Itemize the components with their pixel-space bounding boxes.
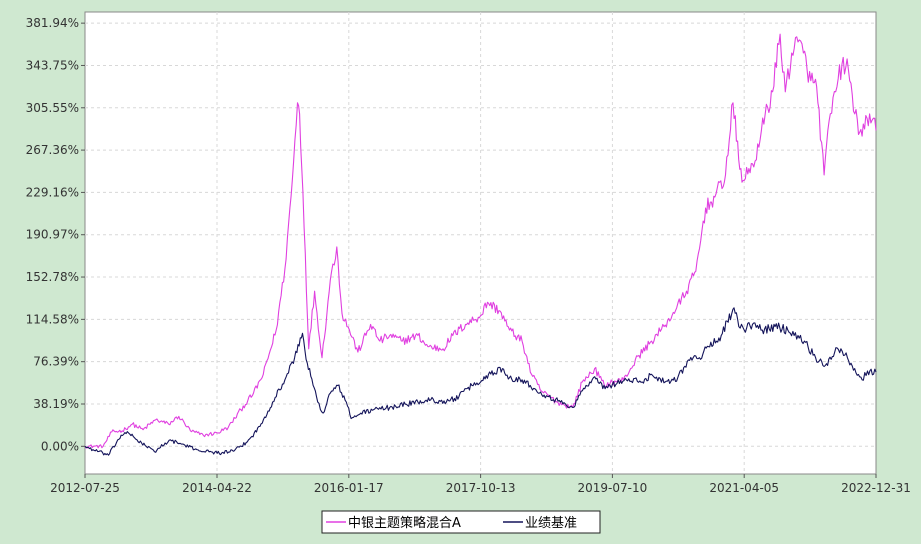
x-tick-label: 2022-12-31 [841, 481, 911, 495]
x-tick-label: 2019-07-10 [578, 481, 648, 495]
legend-label-fund: 中银主题策略混合A [348, 515, 461, 531]
series-lines [84, 33, 877, 456]
legend-box [321, 510, 601, 534]
series-line-fund [84, 33, 877, 449]
x-tick-label: 2021-04-05 [709, 481, 779, 495]
x-tick-label: 2016-01-17 [314, 481, 384, 495]
y-tick-label: 381.94% [26, 16, 79, 30]
x-tick-label: 2017-10-13 [446, 481, 516, 495]
y-tick-label: 114.58% [26, 312, 79, 326]
series-line-benchmark [84, 307, 877, 456]
y-tick-label: 190.97% [26, 228, 79, 242]
legend: 中银主题策略混合A 业绩基准 [321, 510, 601, 534]
axes: 381.94% 343.75% 305.55% 267.36% 229.16% 190.9… [26, 16, 911, 495]
y-tick-label: 343.75% [26, 58, 79, 72]
grid [85, 12, 876, 474]
y-tick-label: 0.00% [41, 439, 79, 453]
legend-label-benchmark: 业绩基准 [525, 516, 577, 531]
y-tick-label: 305.55% [26, 101, 79, 115]
y-tick-label: 152.78% [26, 270, 79, 284]
y-tick-label: 38.19% [33, 397, 79, 411]
x-tick-label: 2012-07-25 [50, 481, 120, 495]
y-tick-label: 267.36% [26, 143, 79, 157]
x-tick-label: 2014-04-22 [182, 481, 252, 495]
y-tick-label: 76.39% [33, 355, 79, 369]
y-tick-label: 229.16% [26, 185, 79, 199]
